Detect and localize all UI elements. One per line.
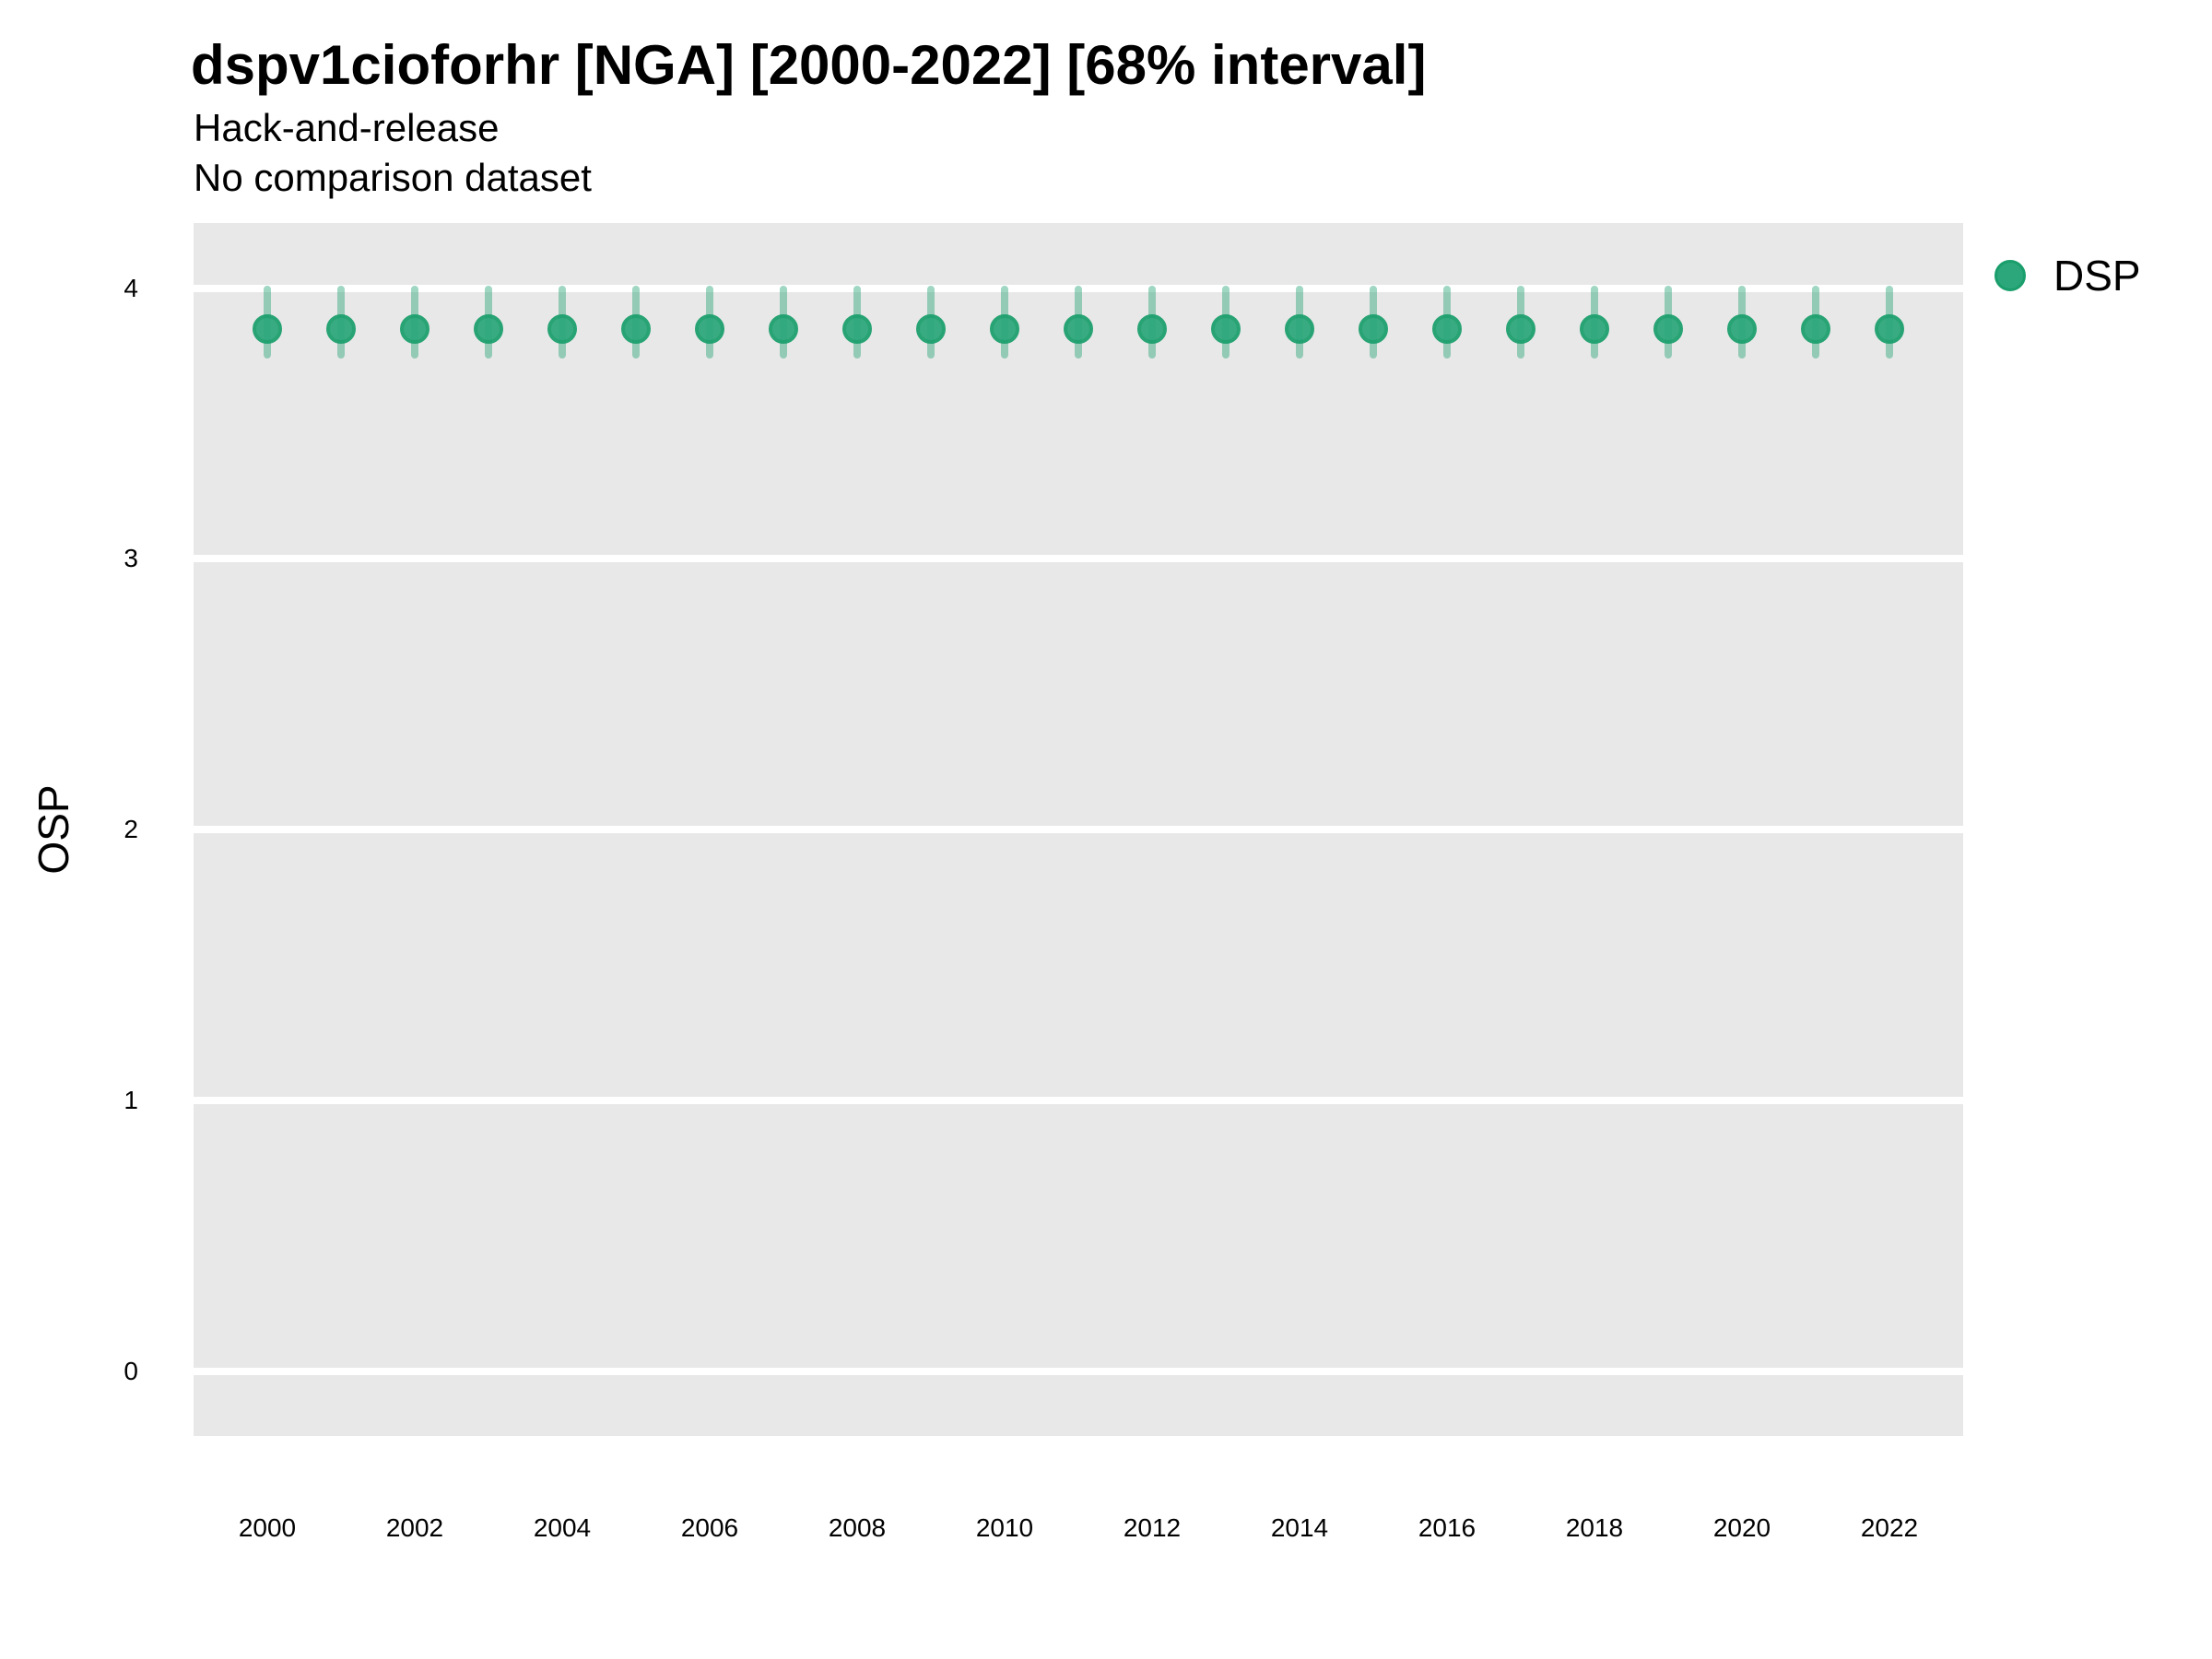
chart-subtitle-line2: No comparison dataset [194,156,592,199]
gridline-y-2 [194,826,1963,833]
x-tick-label-2012: 2012 [1123,1513,1182,1542]
plot-area [194,223,1963,1436]
x-tick-label-2006: 2006 [680,1513,739,1542]
data-point-2010 [990,313,1019,344]
data-point-2013 [1211,313,1241,344]
data-point-2012 [1137,313,1167,344]
x-tick-label-2008: 2008 [828,1513,887,1542]
data-point-2003 [474,313,503,344]
data-point-2016 [1432,313,1462,344]
data-point-2007 [769,313,798,344]
data-point-2005 [621,313,651,344]
legend: DSP [1994,253,2141,298]
y-tick-label-3: 3 [124,544,138,573]
y-tick-label-1: 1 [124,1085,138,1114]
gridline-y-3 [194,555,1963,563]
x-tick-label-2000: 2000 [238,1513,297,1542]
x-tick-label-2018: 2018 [1565,1513,1624,1542]
chart-title: dspv1cioforhr [NGA] [2000-2022] [68% int… [191,34,1427,96]
data-point-2022 [1875,313,1904,344]
legend-label-dsp: DSP [2053,252,2141,300]
y-tick-label-0: 0 [124,1356,138,1385]
data-point-2017 [1506,313,1535,344]
data-point-2001 [326,313,356,344]
chart-subtitle-line1: Hack-and-release [194,106,500,149]
y-tick-label-4: 4 [124,273,138,302]
legend-marker-circle-icon [1994,260,2026,291]
data-point-2008 [842,313,872,344]
data-point-2011 [1064,313,1093,344]
gridline-y-0 [194,1367,1963,1375]
data-point-2006 [695,313,724,344]
data-point-2019 [1653,313,1683,344]
x-tick-label-2020: 2020 [1712,1513,1771,1542]
data-point-2000 [253,313,282,344]
data-point-2009 [916,313,946,344]
x-tick-label-2010: 2010 [975,1513,1034,1542]
data-point-2018 [1580,313,1609,344]
data-point-2002 [400,313,429,344]
data-point-2021 [1801,313,1830,344]
data-point-2004 [547,313,577,344]
data-point-2014 [1285,313,1314,344]
gridline-y-1 [194,1096,1963,1104]
x-tick-label-2004: 2004 [533,1513,592,1542]
x-tick-label-2022: 2022 [1860,1513,1919,1542]
x-tick-label-2014: 2014 [1270,1513,1329,1542]
x-tick-label-2016: 2016 [1418,1513,1477,1542]
y-tick-label-2: 2 [124,815,138,843]
gridline-y-4 [194,284,1963,292]
data-point-2015 [1359,313,1388,344]
x-tick-label-2002: 2002 [385,1513,444,1542]
data-point-2020 [1727,313,1757,344]
